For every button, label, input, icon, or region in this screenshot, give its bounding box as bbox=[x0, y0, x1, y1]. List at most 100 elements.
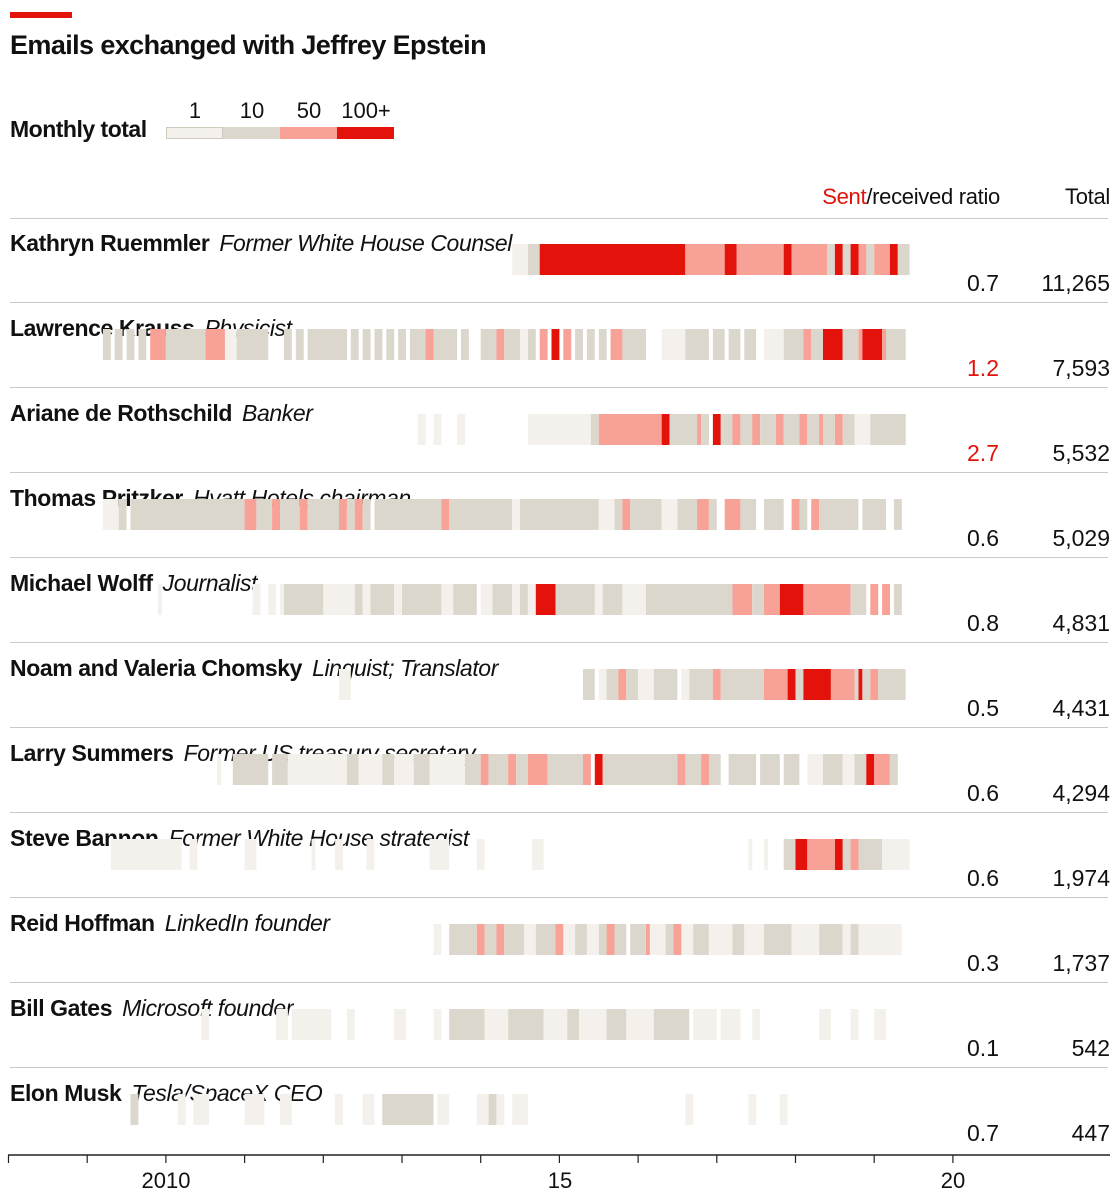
heat-cell bbox=[441, 499, 450, 530]
ratio-value: 1.2 bbox=[967, 355, 999, 381]
heat-cell bbox=[791, 924, 820, 955]
heat-cell bbox=[878, 669, 906, 700]
heat-cell bbox=[138, 329, 147, 360]
heat-cell bbox=[862, 499, 886, 530]
heat-cell bbox=[842, 414, 855, 445]
heat-cell bbox=[854, 414, 871, 445]
heat-cell bbox=[803, 584, 851, 615]
heat-cell bbox=[697, 499, 709, 530]
heat-cell bbox=[535, 924, 556, 955]
heat-cell bbox=[874, 754, 890, 785]
heat-cell bbox=[508, 754, 517, 785]
heat-cell bbox=[417, 414, 426, 445]
heat-cell bbox=[346, 1009, 355, 1040]
heat-cell bbox=[398, 329, 406, 360]
heat-cell bbox=[437, 1094, 450, 1125]
heat-cell bbox=[842, 754, 855, 785]
person-name: Larry Summers bbox=[10, 740, 174, 766]
legend-swatch-50 bbox=[280, 127, 337, 139]
heat-cell bbox=[374, 499, 442, 530]
heat-cell bbox=[807, 414, 820, 445]
ratio-value: 0.1 bbox=[967, 1035, 999, 1061]
heat-cell bbox=[752, 1009, 761, 1040]
heat-cell bbox=[346, 754, 359, 785]
heat-cell bbox=[701, 414, 709, 445]
heat-cell bbox=[689, 669, 713, 700]
heat-cell bbox=[728, 329, 741, 360]
heat-cell bbox=[799, 414, 808, 445]
heat-cell bbox=[433, 1009, 442, 1040]
heat-cell bbox=[740, 414, 753, 445]
heat-cell bbox=[866, 754, 875, 785]
heat-cell bbox=[461, 329, 469, 360]
heat-cell bbox=[512, 1094, 528, 1125]
heat-cell bbox=[677, 754, 686, 785]
heat-cell bbox=[882, 839, 910, 870]
heat-cell bbox=[488, 1094, 497, 1125]
row-separator bbox=[10, 387, 1108, 388]
heat-cell bbox=[402, 584, 442, 615]
heat-cell bbox=[807, 754, 823, 785]
heat-cell bbox=[563, 329, 572, 360]
heat-cell bbox=[504, 924, 524, 955]
heat-cell bbox=[244, 499, 257, 530]
heat-cell bbox=[590, 414, 599, 445]
person-label: Larry Summers Former US treasury secretar… bbox=[10, 740, 476, 767]
heat-cell bbox=[272, 499, 280, 530]
heat-cell bbox=[764, 669, 788, 700]
heat-cell bbox=[339, 499, 347, 530]
heat-cell bbox=[268, 584, 277, 615]
person-label: Elon Musk Tesla/SpaceX CEO bbox=[10, 1080, 323, 1107]
heat-cell bbox=[764, 499, 784, 530]
heat-cell bbox=[453, 584, 477, 615]
total-value: 1,737 bbox=[1052, 950, 1110, 976]
heat-cell bbox=[449, 1009, 485, 1040]
heat-cell bbox=[795, 669, 804, 700]
heat-cell bbox=[854, 669, 859, 700]
x-tick-label-2015: 15 bbox=[547, 1168, 573, 1193]
legend-tick-1: 1 bbox=[188, 98, 202, 123]
heat-cell bbox=[224, 329, 237, 360]
heat-cell bbox=[630, 499, 662, 530]
heat-cell bbox=[425, 329, 434, 360]
heat-cell bbox=[779, 584, 804, 615]
heat-cell bbox=[102, 329, 111, 360]
heat-cell bbox=[575, 924, 587, 955]
heat-cell bbox=[850, 839, 859, 870]
heat-cell bbox=[335, 1094, 343, 1125]
heat-cell bbox=[697, 414, 701, 445]
person-name: Noam and Valeria Chomsky bbox=[10, 655, 303, 681]
heat-cell bbox=[661, 499, 678, 530]
heat-cell bbox=[823, 329, 843, 360]
heat-cell bbox=[508, 1009, 544, 1040]
heat-cell bbox=[783, 329, 804, 360]
heat-cell bbox=[811, 329, 823, 360]
heat-cell bbox=[622, 499, 631, 530]
heat-cell bbox=[701, 754, 709, 785]
ratio-value: 0.7 bbox=[967, 1120, 999, 1146]
heat-cell bbox=[870, 584, 879, 615]
heat-cell bbox=[748, 839, 753, 870]
heat-cell bbox=[673, 924, 682, 955]
heat-cell bbox=[724, 244, 737, 275]
heat-cell bbox=[339, 669, 351, 700]
heat-cell bbox=[512, 499, 521, 530]
person-label: Ariane de Rothschild Banker bbox=[10, 400, 313, 427]
ratio-value: 0.6 bbox=[967, 780, 999, 806]
heat-cell bbox=[626, 1009, 654, 1040]
heat-cell bbox=[586, 329, 595, 360]
heat-cell bbox=[527, 754, 548, 785]
heat-cell bbox=[760, 414, 776, 445]
heat-cell bbox=[842, 244, 851, 275]
heat-cell bbox=[779, 1094, 788, 1125]
heat-cell bbox=[527, 244, 540, 275]
heat-cell bbox=[535, 584, 556, 615]
heat-cell bbox=[842, 839, 851, 870]
heat-cell bbox=[823, 754, 843, 785]
ratio-column-header: Sent/received ratio bbox=[822, 184, 1000, 210]
person-role: LinkedIn founder bbox=[164, 910, 330, 936]
heat-cell bbox=[110, 839, 182, 870]
ratio-value: 0.5 bbox=[967, 695, 999, 721]
heat-cell bbox=[563, 924, 576, 955]
